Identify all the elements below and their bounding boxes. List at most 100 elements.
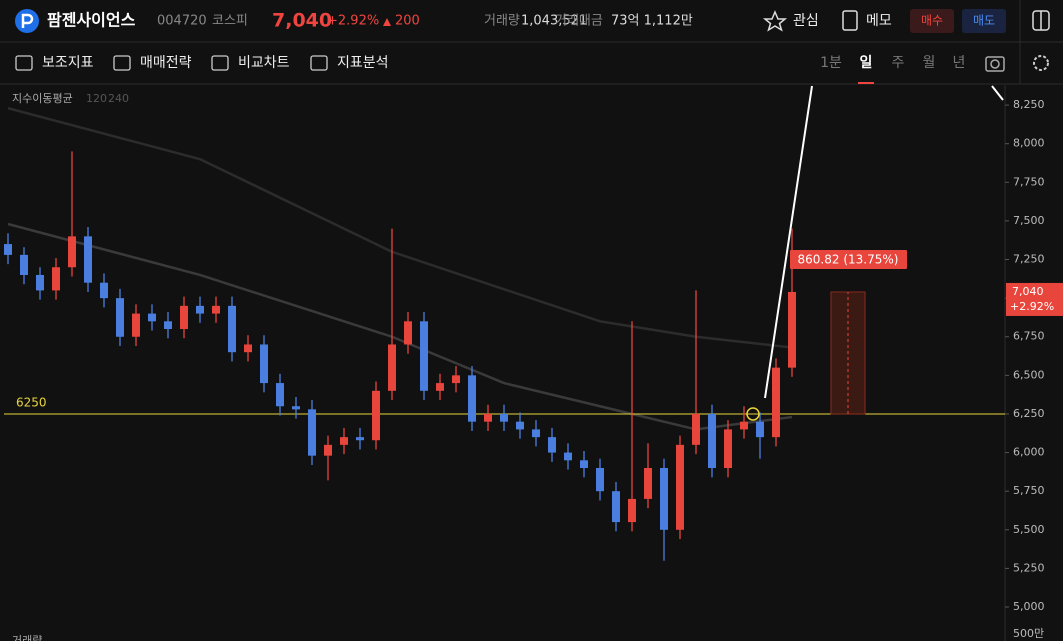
change-pct: +2.92%: [327, 14, 379, 29]
current-price-box: [1006, 282, 1063, 316]
candle-body: [532, 429, 540, 438]
camera-icon[interactable]: [990, 59, 1000, 69]
sell-button[interactable]: 매도: [973, 14, 995, 28]
candle-body: [708, 413, 716, 469]
volume-label: 거래량: [484, 14, 520, 29]
active-underline: [858, 82, 874, 84]
price-line-label: 6250: [16, 395, 47, 409]
tool-icon[interactable]: [15, 55, 33, 71]
tool-button[interactable]: 비교차트: [238, 55, 290, 71]
amount-label: 거래대금: [555, 14, 603, 29]
memo-button[interactable]: 메모: [866, 13, 892, 29]
candle-body: [580, 460, 588, 469]
period-button[interactable]: 1분: [820, 55, 842, 71]
candle-body: [676, 444, 684, 530]
legend-entry: 120: [86, 92, 107, 105]
candle-body: [372, 390, 380, 441]
candle-body: [740, 421, 748, 430]
stock-code: 004720: [157, 14, 207, 29]
y-tick-label: 8,000: [1013, 137, 1045, 150]
y-tick-label: 6,500: [1013, 368, 1045, 381]
candle-body: [420, 321, 428, 391]
candle-body: [100, 282, 108, 299]
period-button[interactable]: 주: [892, 55, 905, 71]
watch-button[interactable]: 관심: [793, 13, 819, 29]
up-arrow: [383, 18, 391, 26]
candle-body: [404, 321, 412, 345]
y-tick-label: 6,250: [1013, 407, 1045, 420]
candle-body: [116, 298, 124, 337]
legend-entry: 240: [108, 92, 129, 105]
candle-body: [276, 383, 284, 407]
y-tick-label: 6,750: [1013, 330, 1045, 343]
candle-body: [516, 421, 524, 430]
candle-body: [724, 429, 732, 469]
annotation: 860.82 (13.75%): [798, 253, 899, 267]
candle-body: [68, 236, 76, 268]
candle-body: [324, 444, 332, 456]
y-tick-label: 5,000: [1013, 600, 1045, 613]
sell-button-bg[interactable]: [962, 9, 1006, 33]
settings-icon[interactable]: [1033, 55, 1049, 71]
tool-button[interactable]: 보조지표: [42, 55, 94, 71]
candle-body: [692, 413, 700, 445]
period-button[interactable]: 일: [860, 55, 873, 71]
candle-body: [788, 291, 796, 368]
candle-body: [468, 375, 476, 422]
buy-button-bg[interactable]: [910, 9, 954, 33]
buy-button[interactable]: 매수: [921, 14, 943, 28]
candle-body: [292, 406, 300, 410]
candle-body: [196, 305, 204, 314]
candle-body: [548, 437, 556, 453]
tool-icon[interactable]: [211, 55, 229, 71]
y-tick-label: 5,500: [1013, 523, 1045, 536]
tool-button[interactable]: 매매전략: [140, 55, 192, 71]
star-icon[interactable]: [762, 10, 788, 32]
period-button[interactable]: 년: [953, 55, 966, 71]
memo-icon[interactable]: [842, 10, 858, 31]
candle-body: [596, 468, 604, 492]
y-tick-label: 7,750: [1013, 175, 1045, 188]
candle-body: [164, 321, 172, 330]
candle-body: [132, 313, 140, 337]
candle-body: [436, 383, 444, 391]
tool-icon[interactable]: [310, 55, 328, 71]
annotation-box: [790, 250, 907, 269]
candle-body: [452, 375, 460, 384]
volume-label: 거래량: [12, 634, 42, 641]
candle-body: [660, 468, 668, 530]
current-price: 7,040: [1012, 285, 1044, 298]
y-tick-label: 5,250: [1013, 561, 1045, 574]
amount: 73억 1,112만: [611, 14, 693, 29]
candle-body: [228, 305, 236, 353]
candle-body: [628, 498, 636, 523]
stock-name: 팜젠사이언스: [47, 11, 136, 30]
candle-body: [484, 413, 492, 422]
candle-body: [356, 437, 364, 441]
price: 7,040: [272, 10, 332, 32]
y-tick-label: 5,750: [1013, 484, 1045, 497]
y-tick-label: 8,250: [1013, 98, 1045, 111]
y-tick-label: 7,500: [1013, 214, 1045, 227]
candle-body: [644, 468, 652, 499]
candle-body: [772, 367, 780, 438]
tool-icon[interactable]: [113, 55, 131, 71]
change: 200: [395, 14, 420, 29]
candle-body: [52, 267, 60, 291]
candle-body: [212, 305, 220, 314]
candle-body: [388, 344, 396, 391]
camera-icon[interactable]: [985, 56, 1005, 72]
candle-body: [148, 313, 156, 322]
tool-button[interactable]: 지표분석: [337, 55, 389, 71]
y-tick-label: 7,250: [1013, 253, 1045, 266]
candle-body: [180, 305, 188, 330]
y-tick-label: 6,000: [1013, 446, 1045, 459]
candle-body: [84, 236, 92, 283]
candle-body: [308, 409, 316, 456]
current-change: +2.92%: [1010, 300, 1054, 313]
volume: 1,043,521: [521, 14, 587, 29]
candle-body: [500, 413, 508, 422]
trend-line: [764, 85, 813, 399]
period-button[interactable]: 월: [923, 55, 936, 71]
logo-mark: [21, 13, 34, 28]
